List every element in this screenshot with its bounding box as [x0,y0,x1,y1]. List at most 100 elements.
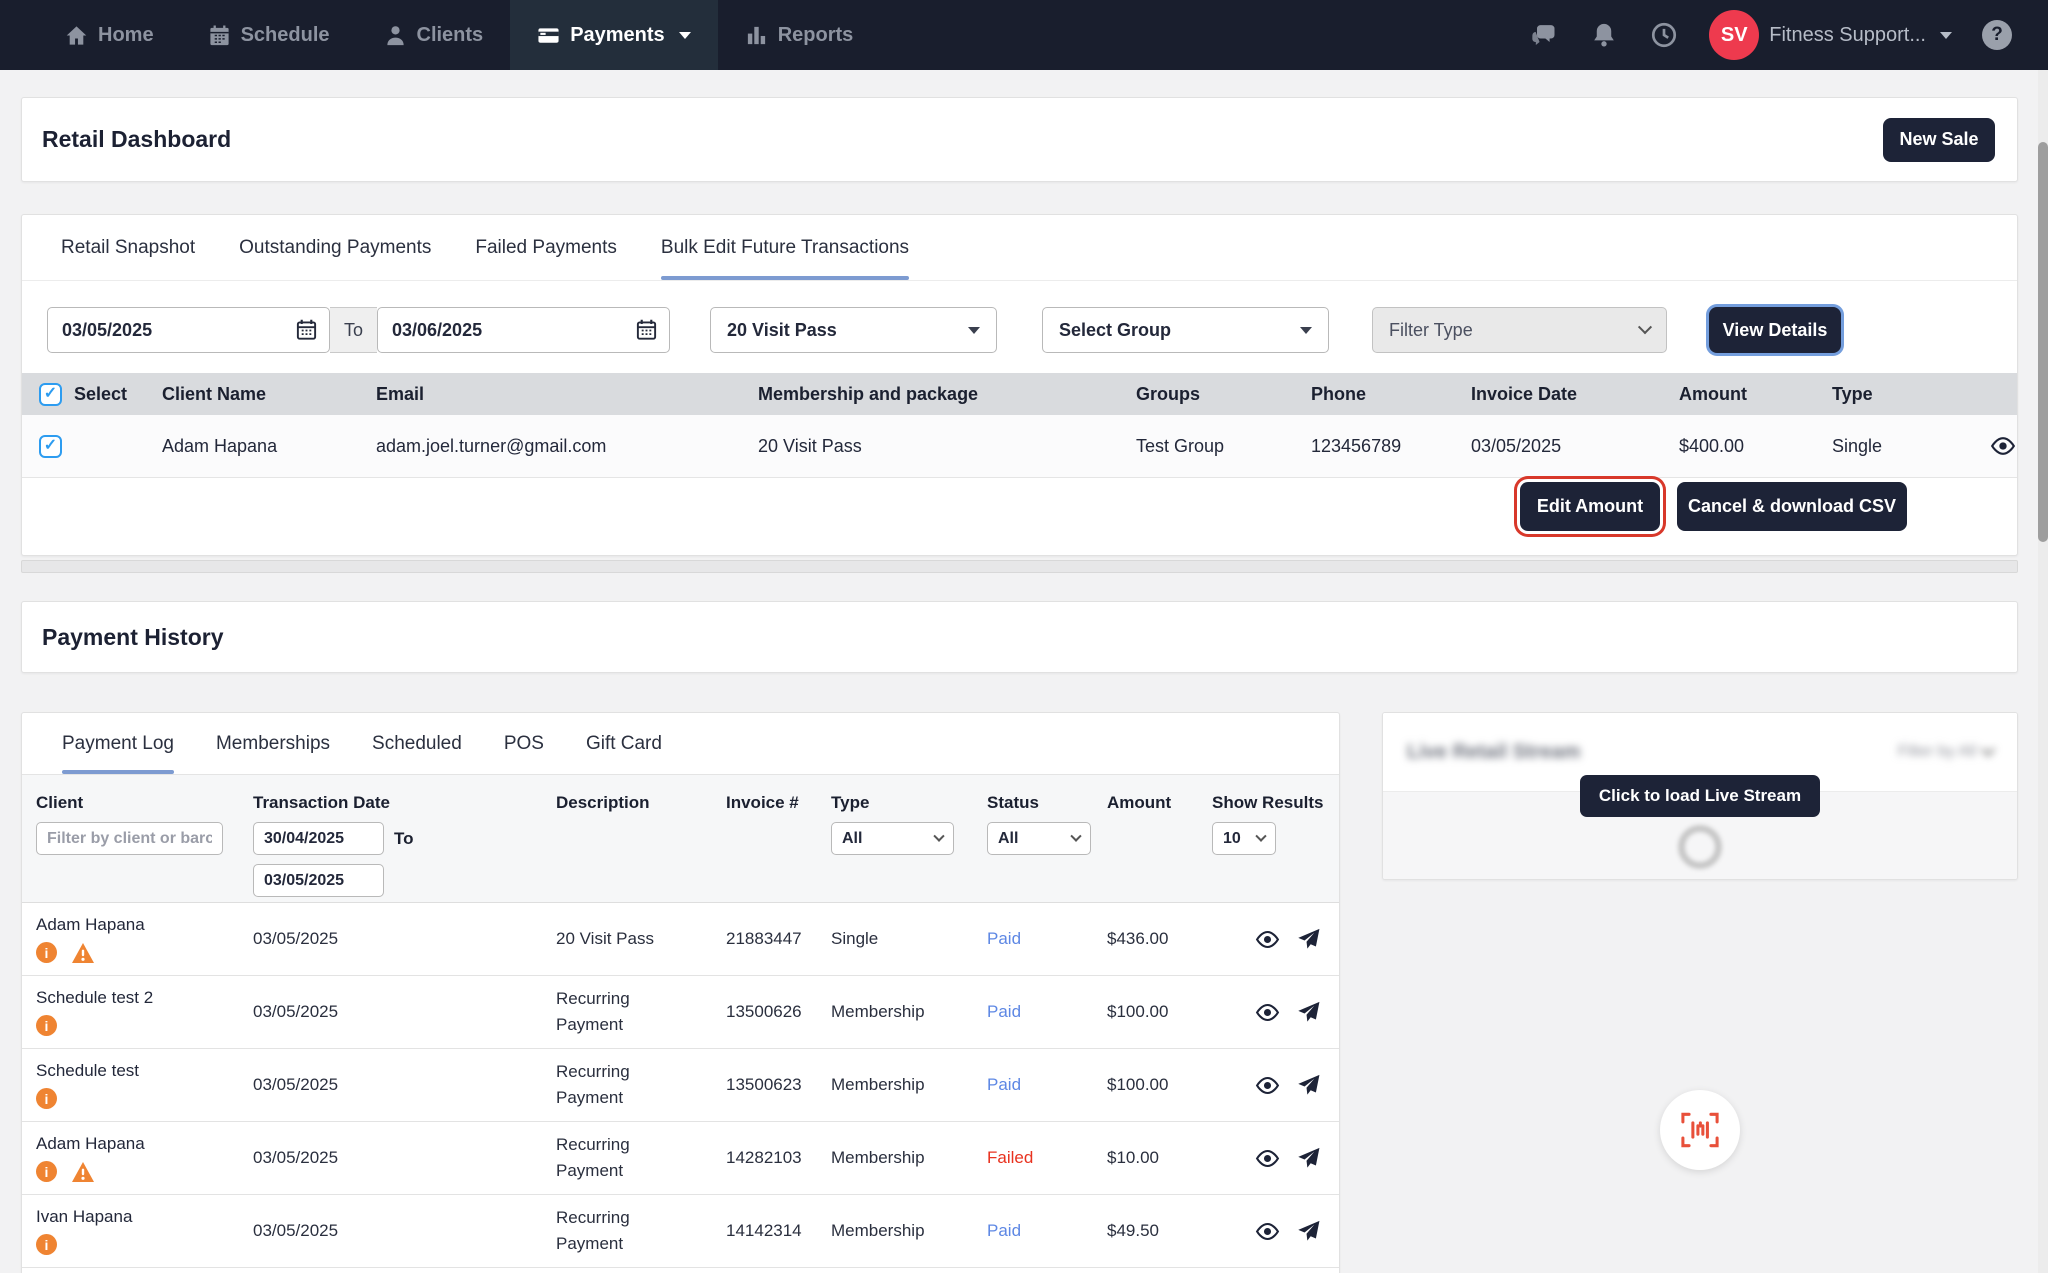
col-type: Type [1832,383,1873,404]
help-icon[interactable]: ? [1982,20,2012,50]
group-select[interactable]: Select Group [1042,307,1329,353]
show-results-select[interactable]: 10 [1212,822,1276,855]
eye-icon[interactable] [1255,927,1280,952]
package-select[interactable]: 20 Visit Pass [710,307,997,353]
tab-outstanding-payments[interactable]: Outstanding Payments [239,236,432,258]
chevron-down-icon [1070,830,1082,842]
col-membership: Membership and package [758,383,979,404]
top-navbar: Home Schedule Clients Payments Reports [0,0,2048,70]
row-actions [1212,927,1325,952]
chevron-down-icon [678,31,691,39]
history-clock-icon[interactable] [1649,20,1679,50]
chat-icon[interactable] [1529,20,1559,50]
nav-utilities: SV Fitness Support... ? [1529,0,2048,70]
eye-icon[interactable] [1255,1000,1280,1025]
home-icon [66,25,87,45]
chevron-down-icon [1637,320,1653,335]
payment-history-tabs: Payment Log Memberships Scheduled POS Gi… [22,713,1339,774]
col-amount: Amount [1107,793,1172,812]
status-select[interactable]: All [987,822,1091,855]
chevron-down-icon [1255,830,1267,842]
page-header-card: Retail Dashboard New Sale [21,97,2018,182]
tab-scheduled[interactable]: Scheduled [372,732,462,754]
edit-amount-button[interactable]: Edit Amount [1520,482,1660,531]
nav-item-reports[interactable]: Reports [718,0,881,70]
send-icon[interactable] [1296,1073,1321,1098]
filter-transaction-date: Transaction Date To [253,793,556,897]
cancel-download-csv-button[interactable]: Cancel & download CSV [1677,482,1907,531]
info-icon[interactable]: i [36,1234,57,1255]
bar-chart-icon [747,26,765,44]
select-all-checkbox[interactable] [39,382,62,406]
tab-gift-card[interactable]: Gift Card [585,732,662,754]
info-icon[interactable]: i [36,1161,57,1182]
nav-menu: Home Schedule Clients Payments Reports [0,0,880,70]
transaction-date-to-label: To [394,828,414,848]
nav-item-schedule[interactable]: Schedule [181,0,357,70]
notifications-bell-icon[interactable] [1589,20,1619,50]
transaction-date-from-input[interactable] [253,822,384,855]
bulk-action-buttons: Edit Amount Cancel & download CSV [1520,482,1907,531]
load-live-stream-button[interactable]: Click to load Live Stream [1580,775,1820,817]
filter-show-results: Show Results 10 [1212,793,1325,855]
type-select-value: All [842,829,863,847]
warning-icon[interactable] [71,1161,95,1183]
tab-retail-snapshot[interactable]: Retail Snapshot [61,236,196,258]
new-sale-button[interactable]: New Sale [1883,117,1995,162]
tab-pos[interactable]: POS [503,732,544,754]
nav-item-clients[interactable]: Clients [357,0,511,70]
eye-icon[interactable] [1255,1219,1280,1244]
tab-failed-payments[interactable]: Failed Payments [475,236,617,258]
barcode-scan-icon [1681,1112,1719,1148]
transaction-date-to-input[interactable] [253,864,384,897]
eye-icon[interactable] [1255,1073,1280,1098]
tab-memberships[interactable]: Memberships [215,732,331,754]
invoice-cell: 21883447 [726,929,802,948]
scrollbar-thumb[interactable] [2038,142,2048,542]
status-badge: Paid [987,1221,1022,1240]
client-name: Schedule test 2 [36,988,154,1007]
client-filter-input[interactable] [36,822,223,855]
tab-payment-log[interactable]: Payment Log [62,713,174,774]
live-stream-filter[interactable]: Filter by All [1898,742,1996,761]
info-icon[interactable]: i [36,942,57,963]
info-icon[interactable]: i [36,1088,57,1109]
bulk-table-header: Select Client Name Email Membership and … [22,373,2017,415]
send-icon[interactable] [1296,927,1321,952]
nav-item-home[interactable]: Home [38,0,181,70]
filter-type-select[interactable]: Filter Type [1372,307,1667,353]
date-range-to-label: To [330,307,377,353]
send-icon[interactable] [1296,1146,1321,1171]
eye-icon[interactable] [1255,1146,1280,1171]
retail-tabs: Retail Snapshot Outstanding Payments Fai… [22,215,2017,281]
calendar-icon [209,24,229,45]
date-from-input[interactable] [47,307,330,353]
type-select[interactable]: All [831,822,954,855]
tab-bulk-edit-future-transactions[interactable]: Bulk Edit Future Transactions [660,215,910,280]
col-client-name: Client Name [162,383,267,404]
col-phone: Phone [1311,383,1367,404]
send-icon[interactable] [1296,1000,1321,1025]
row-checkbox[interactable] [39,434,62,458]
warning-icon[interactable] [71,942,95,964]
account-menu[interactable]: SV Fitness Support... [1709,10,1952,60]
client-cell: Adam Hapana i [36,915,253,964]
scrollbar-track[interactable] [2038,70,2048,1273]
client-cell: Schedule test i [36,1061,253,1109]
filter-type-select-value: Filter Type [1389,319,1473,340]
eye-icon[interactable] [1990,433,2017,459]
type-cell: Single [831,929,879,948]
info-icon[interactable]: i [36,1015,57,1036]
barcode-scanner-button[interactable] [1660,1090,1740,1170]
send-icon[interactable] [1296,1219,1321,1244]
date-to-input[interactable] [377,307,670,353]
filter-invoice: Invoice # [726,793,831,813]
col-invoice: Invoice # [726,793,799,812]
client-icons: i [36,1088,253,1109]
cell-amount: $400.00 [1679,435,1745,456]
payment-history-header-card: Payment History [21,601,2018,673]
nav-item-payments[interactable]: Payments [510,0,718,70]
view-details-button[interactable]: View Details [1709,307,1841,353]
nav-label-reports: Reports [777,23,854,46]
chevron-down-icon [1980,742,1996,757]
